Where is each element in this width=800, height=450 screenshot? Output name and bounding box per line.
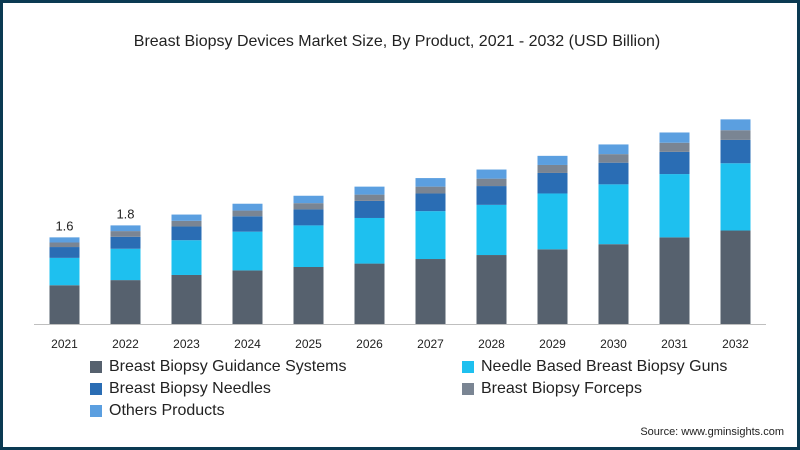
x-tick-labels: 2021 2022 2023 2024 2025 2026 2027 2028 2029 2030…: [51, 337, 749, 351]
bar-2032-series-4: [720, 119, 751, 131]
bar-2027-series-3: [415, 186, 446, 194]
bar-2029-series-3: [537, 164, 568, 173]
x-tick-label: 2027: [417, 337, 444, 351]
bar-2021-series-3: [49, 242, 80, 248]
legend-label: Breast Biopsy Needles: [109, 380, 271, 397]
bar-2028-series-0: [476, 255, 507, 324]
bar-2027-series-2: [415, 193, 446, 212]
legend-label: Breast Biopsy Guidance Systems: [109, 358, 347, 375]
bar-2023-series-2: [171, 226, 202, 241]
legend-item-forceps: Breast Biopsy Forceps: [462, 379, 762, 399]
bar-2025-series-4: [293, 195, 324, 204]
bar-2030-series-4: [598, 144, 629, 155]
bar-2029-series-1: [537, 193, 568, 250]
bar-2031-series-4: [659, 132, 690, 143]
x-tick-label: 2025: [295, 337, 322, 351]
bar-2021-series-4: [49, 237, 80, 243]
bar-2031-series-3: [659, 142, 690, 152]
x-tick-label: 2029: [539, 337, 566, 351]
x-tick-label: 2023: [173, 337, 200, 351]
x-tick-label: 2024: [234, 337, 261, 351]
bar-2023-series-4: [171, 214, 202, 221]
legend-label: Others Products: [109, 402, 225, 419]
legend: Breast Biopsy Guidance Systems Needle Ba…: [90, 357, 770, 421]
x-tick-label: 2032: [722, 337, 749, 351]
bar-2030-series-0: [598, 244, 629, 324]
bar-2024-series-4: [232, 203, 263, 211]
bar-2023-series-3: [171, 220, 202, 227]
bar-2028-series-2: [476, 186, 507, 205]
data-label: 1.6: [55, 218, 73, 233]
bar-2025-series-0: [293, 267, 324, 324]
bar-2032-series-2: [720, 139, 751, 164]
bar-2030-series-1: [598, 184, 629, 245]
bar-2025-series-1: [293, 225, 324, 267]
bar-2031-series-0: [659, 237, 690, 324]
bar-2026-series-0: [354, 263, 385, 324]
bar-2026-series-3: [354, 194, 385, 201]
bar-2028-series-1: [476, 204, 507, 256]
bar-2021-series-1: [49, 257, 80, 286]
legend-swatch: [90, 361, 102, 373]
bar-2022-series-4: [110, 225, 141, 232]
bar-2027-series-1: [415, 211, 446, 260]
bar-2025-series-2: [293, 209, 324, 226]
bar-2028-series-4: [476, 169, 507, 179]
legend-item-needles: Breast Biopsy Needles: [90, 379, 462, 399]
x-tick-label: 2022: [112, 337, 139, 351]
bar-2024-series-1: [232, 231, 263, 271]
legend-swatch: [90, 383, 102, 395]
bar-2024-series-0: [232, 270, 263, 324]
bar-2025-series-3: [293, 203, 324, 210]
legend-swatch: [90, 405, 102, 417]
bar-2029-series-4: [537, 155, 568, 165]
bar-2021-series-2: [49, 247, 80, 258]
chart-title: Breast Biopsy Devices Market Size, By Pr…: [133, 33, 661, 50]
bar-2030-series-2: [598, 162, 629, 185]
bar-2021-series-0: [49, 285, 80, 324]
legend-swatch: [462, 361, 474, 373]
bar-2029-series-0: [537, 249, 568, 324]
legend-label: Needle Based Breast Biopsy Guns: [481, 358, 728, 375]
x-tick-label: 2028: [478, 337, 505, 351]
legend-item-others: Others Products: [90, 401, 462, 421]
bar-2026-series-4: [354, 186, 385, 195]
bar-2026-series-2: [354, 200, 385, 218]
bar-2026-series-1: [354, 217, 385, 264]
bar-2028-series-3: [476, 178, 507, 187]
bar-2022-series-3: [110, 231, 141, 237]
bar-2029-series-2: [537, 172, 568, 194]
bar-2023-series-1: [171, 240, 202, 275]
legend-item-needle-guns: Needle Based Breast Biopsy Guns: [462, 357, 762, 377]
bar-2032-series-0: [720, 230, 751, 324]
bar-2027-series-4: [415, 178, 446, 187]
x-tick-label: 2031: [661, 337, 688, 351]
source-note: Source: www.gminsights.com: [640, 426, 784, 438]
bar-2022-series-1: [110, 248, 141, 281]
bar-2022-series-2: [110, 236, 141, 249]
bar-2032-series-3: [720, 130, 751, 140]
bar-2023-series-0: [171, 274, 202, 324]
x-tick-label: 2021: [51, 337, 78, 351]
bar-2024-series-3: [232, 210, 263, 217]
legend-item-guidance-systems: Breast Biopsy Guidance Systems: [90, 357, 462, 377]
bar-2022-series-0: [110, 280, 141, 324]
legend-label: Breast Biopsy Forceps: [481, 380, 642, 397]
bar-2031-series-2: [659, 151, 690, 175]
bar-2024-series-2: [232, 216, 263, 232]
legend-swatch: [462, 383, 474, 395]
bar-2031-series-1: [659, 174, 690, 238]
bar-group: [49, 119, 751, 324]
data-label: 1.8: [116, 206, 134, 221]
bar-2032-series-1: [720, 163, 751, 231]
bar-2030-series-3: [598, 154, 629, 163]
data-labels: 1.6 1.8: [55, 206, 134, 233]
x-tick-label: 2030: [600, 337, 627, 351]
bar-2027-series-0: [415, 259, 446, 324]
x-tick-label: 2026: [356, 337, 383, 351]
